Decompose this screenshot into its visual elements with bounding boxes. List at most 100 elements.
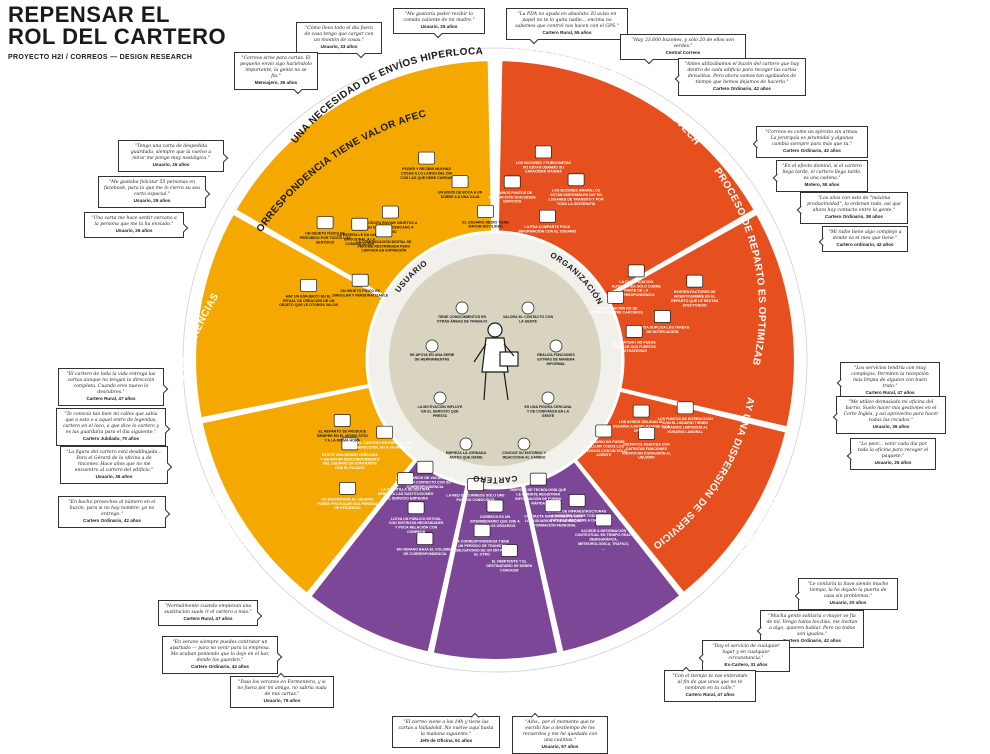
quote-box: "Los servicios tendría con muy complejos…: [840, 362, 940, 400]
ring-item-label: UN ENVÍO DE BOCA A UN: [438, 190, 483, 195]
center-item-label: EN EL SERVICIO QUE: [421, 410, 459, 414]
ring-item-label: SENTIDOS: [316, 240, 335, 244]
center-item-icon: [521, 301, 535, 315]
ring-item-label: NO ESTÁN USANDO SU: [523, 164, 565, 169]
quote-text: "El correo viene a los 14h y tiene las c…: [398, 720, 494, 737]
quote-author: Cartero Ordinario, 38 años: [825, 214, 883, 219]
ring-item-label: COMPARTE ENTRE CARTEROS: [588, 311, 643, 315]
ring-item-label: CORREOS ES UN: [480, 515, 511, 519]
quote-box: "En el efecto dominó, si el cartero lleg…: [776, 160, 868, 192]
ring-item-illustration: [300, 279, 317, 292]
ring-item-label: EN VERANO BAJA EL VOLUMEN: [397, 548, 454, 552]
ring-item-illustration: [632, 404, 650, 418]
ring-item-illustration: [568, 494, 586, 507]
ring-item-illustration: [339, 482, 356, 495]
ring-item-illustration: [333, 414, 351, 427]
ring-item-label: USUARIO A DESPLAZARSE A LA: [613, 424, 670, 428]
ring-item-label: EL OTRO: [474, 553, 490, 557]
quote-box: "Te conocía tan bien mi calles que sabía…: [56, 408, 166, 446]
ring-item-label: CON DISTINTAS NECESIDADES: [389, 521, 444, 525]
ring-item-label: EDIFICIOS: [503, 200, 522, 204]
quote-text: "Antes utilizábamos el buzón del cartero…: [684, 62, 800, 85]
center-item-label: EXTRAS DE MANERA: [537, 358, 575, 362]
segment-label-cartero: CARTERO: [472, 474, 518, 485]
ring-item-label: PERCIBE RESTRINGIDA PERO: [357, 244, 410, 248]
center-item-label: PRESTA: [433, 414, 448, 418]
quote-box: "Una carta me hace sentir cercano a la p…: [84, 212, 184, 238]
quote-box: "Me utilizo demasiado mi oficina del bar…: [836, 396, 946, 434]
ring-item-label: LOS PUNTOS DE INTERACCIÓN: [658, 416, 714, 421]
ring-item-label: CORRESPONDENCIA: [618, 293, 655, 297]
center-item-icon: [425, 339, 439, 353]
center-layer: [365, 230, 625, 490]
ring-item-label: Y POCA RELACIÓN CON: [395, 525, 438, 530]
ring-item-label: Y EL SERVICIO EMPEORA: [383, 496, 429, 500]
ring-item-illustration: [416, 532, 434, 545]
ring-item-illustration: [500, 544, 518, 557]
quote-author: Cartero Ordinario, 42 años: [191, 664, 249, 669]
ring-item-label: ALGUNOS PUNTOS DE: [492, 191, 532, 195]
ring-item-label: RÁPIDA: [531, 500, 545, 505]
ring-item-label: ESTRATEGIAS: [622, 349, 648, 353]
ring-item-label: CON EL USUARIO TIENEN: [663, 421, 709, 425]
ring-item-label: LOS USUARIOS DE VACACIONES: [396, 476, 455, 480]
ring-item-label: PERCIBIDO POR TODOS LOS: [300, 236, 351, 240]
quote-box: "Antes utilizábamos el buzón del cartero…: [678, 58, 806, 96]
ring-item-label: DISTINTOS AGENTES CON: [623, 443, 670, 447]
ring-item-label: LUGARES DE TRÁNSITO Y POR: [549, 197, 604, 202]
quote-box: "Mucha gente solitaria o mayor se fía de…: [760, 610, 864, 648]
center-item-label: LA GENTE: [519, 320, 538, 324]
ring-item-illustration: [416, 460, 434, 474]
ring-item-label: LA RED DE CORREOS SÓLO UNE: [446, 493, 505, 498]
ring-item-illustration: [381, 205, 399, 219]
ring-item-label: INCERTIDUMBRE EN EL: [674, 295, 717, 299]
ring-item-illustration: [407, 501, 425, 515]
center-item-icon: [459, 437, 473, 451]
quote-text: "En verano siempre puedes contratar un a…: [169, 640, 271, 663]
quote-box: "Con el tiempo te vas enterando al fin d…: [664, 670, 756, 702]
center-item-label: Y DE CONFIANZA EN LA: [527, 410, 570, 414]
quote-box: "Aihs.. por el momento que te escribí fu…: [512, 716, 608, 754]
quote-text: "Te conocía tan bien mi calles que sabía…: [63, 412, 159, 435]
ring-item-label: OBJETO QUE LE OTORGA VALOR: [279, 303, 338, 307]
page-title-line-2: ROL DEL CARTERO: [8, 24, 227, 49]
postman-head: [487, 322, 503, 338]
quote-author: Jefe de Oficina, 51 años: [419, 738, 473, 743]
ring-item-label: TODA LA GEOGRAFÍA: [557, 201, 596, 206]
ring-item-label: EXISTE UNA MENOR CERCANÍA: [322, 452, 378, 457]
ring-item-label: DISTINTAS FUNCIONES: [626, 447, 667, 451]
quote-author: Usuario, 57 años: [541, 744, 579, 749]
quote-text: "Me utilizo demasiado mi oficina del bar…: [843, 400, 939, 423]
quote-author: Ex-Cartero, 31 años: [724, 662, 768, 667]
ring-item-label: LLEVA UN PÚBLICO ESTIVAL: [391, 516, 442, 521]
ring-item-illustration: [503, 175, 521, 189]
ring-item-label: DE EFICIENCIA: [334, 506, 361, 510]
quote-text: "Mucha gente solitaria o mayor se fía de…: [766, 614, 858, 637]
ring-item-label: UN PERÍODO DE TRÁNSITO: [458, 543, 506, 548]
quote-box: "Paso los veranos en Formentera, y si no…: [230, 676, 334, 708]
ring-item-illustration: [607, 290, 624, 304]
ring-item-label: Y A LA MISMA HORA: [324, 438, 360, 442]
quote-box: "En verano siempre puedes contratar un a…: [162, 636, 278, 674]
ring-item-illustration: [351, 273, 369, 287]
ring-item-label: REALIZAR TODOS LOS: [584, 444, 625, 448]
center-item-label: GENTE: [542, 414, 555, 418]
quote-text: "Hay 33.600 buzones, y sólo 20 de ellos …: [631, 38, 735, 49]
ring-item-label: CONTACTA DIRECTAMENTE CON: [524, 515, 582, 519]
